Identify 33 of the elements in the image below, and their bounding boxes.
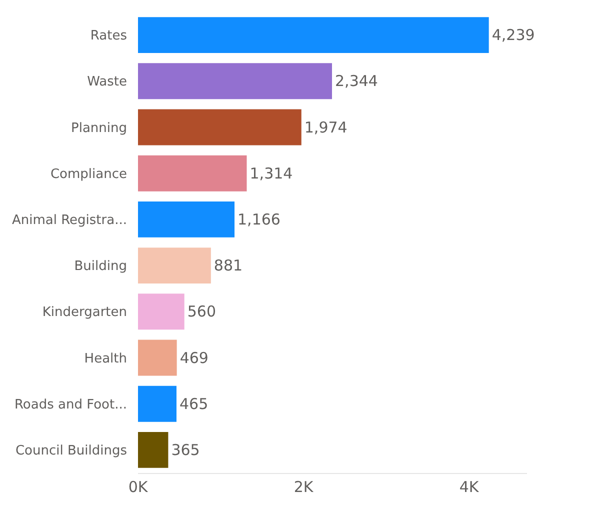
data-label: 4,239: [492, 26, 535, 44]
x-tick-label: 2K: [294, 478, 314, 496]
y-tick-label: Building: [74, 259, 127, 274]
y-tick-label: Animal Registra...: [12, 213, 127, 228]
data-label: 1,166: [238, 210, 280, 228]
bar: [138, 432, 168, 468]
data-label: 1,974: [304, 118, 348, 136]
y-tick-label: Compliance: [50, 166, 127, 182]
y-tick-label: Roads and Foot...: [14, 397, 127, 412]
data-label: 2,344: [335, 72, 378, 90]
data-label: 560: [187, 302, 216, 321]
y-tick-label: Waste: [87, 74, 127, 90]
y-tick-label: Planning: [71, 120, 127, 136]
data-label: 469: [180, 348, 208, 367]
data-label: 465: [179, 394, 208, 413]
data-label: 365: [171, 440, 200, 459]
data-label: 1,314: [250, 164, 293, 182]
y-tick-label: Kindergarten: [42, 305, 127, 320]
y-tick-label: Health: [84, 351, 127, 366]
x-tick-label: 4K: [459, 478, 480, 496]
data-label: 881: [214, 256, 243, 275]
bar: [138, 386, 176, 422]
bar: [138, 340, 177, 376]
bar: [138, 248, 211, 284]
y-tick-label: Rates: [90, 28, 128, 44]
bar: [138, 63, 332, 100]
bar: [138, 155, 247, 192]
bar: [138, 294, 184, 330]
x-tick-label: 0K: [128, 478, 149, 496]
bar: [138, 109, 302, 146]
y-tick-label: Council Buildings: [15, 444, 128, 458]
bar: [138, 201, 235, 238]
bar: [138, 17, 489, 54]
